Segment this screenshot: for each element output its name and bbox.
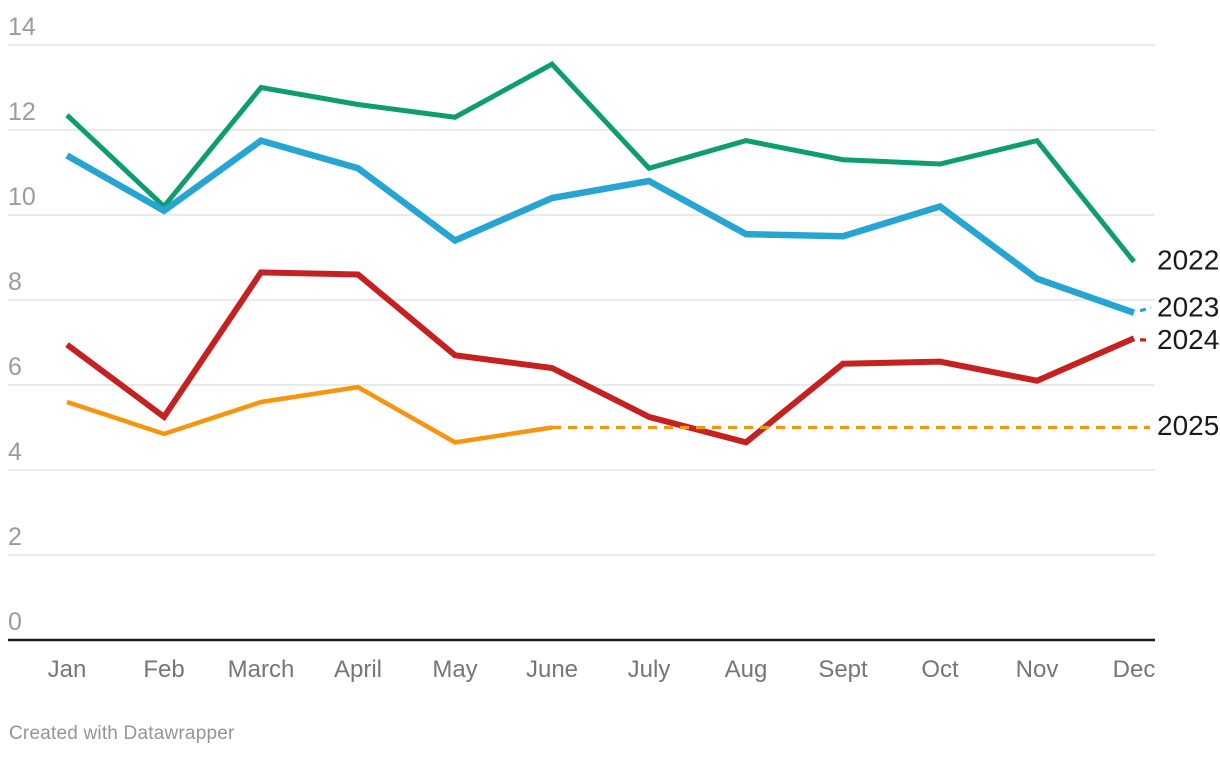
series-label-2023: 2023 xyxy=(1157,291,1219,322)
leader-dash-2023 xyxy=(1139,306,1152,313)
line-chart-canvas: 0 2 4 6 8 10 12 14 Jan Feb March April May June July Au… xyxy=(8,13,1219,683)
y-tick-label-4: 4 xyxy=(8,438,22,466)
x-tick-label-aug: Aug xyxy=(725,656,768,683)
x-tick-label-feb: Feb xyxy=(143,656,184,683)
leader-dash-2024 xyxy=(1139,338,1152,342)
series-line-2022 xyxy=(65,60,1136,264)
datawrapper-credit: Created with Datawrapper xyxy=(9,723,235,744)
y-tick-label-6: 6 xyxy=(8,353,22,381)
x-tick-label-june: June xyxy=(526,656,578,683)
x-tick-label-sept: Sept xyxy=(818,656,868,683)
x-tick-label-dec: Dec xyxy=(1113,656,1156,683)
series-line-2023 xyxy=(65,137,1136,316)
x-tick-label-april: April xyxy=(334,656,382,683)
series-line-2024 xyxy=(65,269,1136,446)
y-tick-label-14: 14 xyxy=(8,13,36,41)
series-label-2025: 2025 xyxy=(1157,410,1219,441)
x-tick-label-jan: Jan xyxy=(48,656,87,683)
y-tick-label-10: 10 xyxy=(8,183,36,211)
series-label-2022: 2022 xyxy=(1157,244,1219,275)
x-tick-label-oct: Oct xyxy=(921,656,959,683)
x-tick-label-may: May xyxy=(432,656,477,683)
y-tick-label-8: 8 xyxy=(8,268,22,296)
x-tick-label-march: March xyxy=(228,656,295,683)
x-tick-label-july: July xyxy=(628,656,671,683)
x-tick-label-nov: Nov xyxy=(1016,656,1059,683)
series-label-2024: 2024 xyxy=(1157,324,1219,355)
y-tick-label-2: 2 xyxy=(8,523,22,551)
y-tick-label-0: 0 xyxy=(8,608,22,636)
y-tick-label-12: 12 xyxy=(8,98,36,126)
series-line-2025 xyxy=(66,384,553,445)
